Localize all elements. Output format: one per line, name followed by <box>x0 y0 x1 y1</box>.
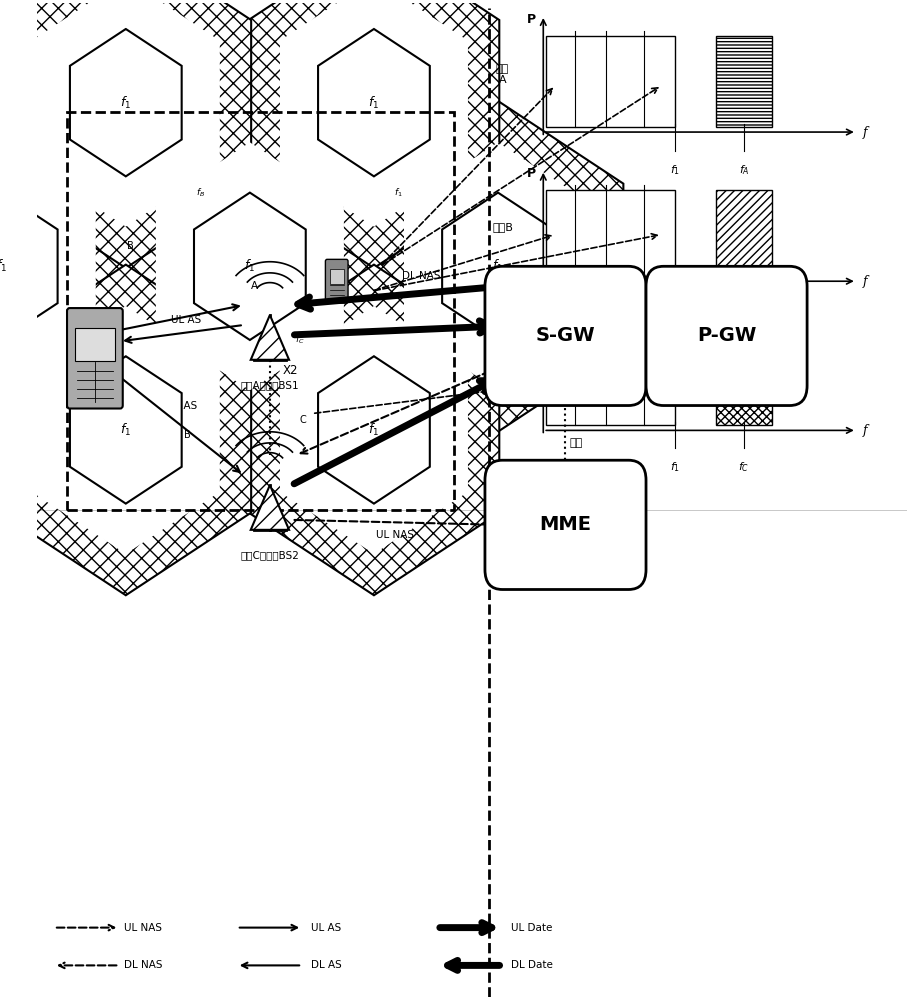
Text: $f_1$: $f_1$ <box>120 95 131 111</box>
Text: 小区A中基站BS1: 小区A中基站BS1 <box>240 380 299 390</box>
FancyBboxPatch shape <box>546 339 675 425</box>
FancyBboxPatch shape <box>646 266 807 406</box>
Polygon shape <box>32 0 220 227</box>
Polygon shape <box>251 485 289 530</box>
Text: UL AS: UL AS <box>311 923 341 933</box>
Text: $f_1$: $f_1$ <box>369 95 379 111</box>
Polygon shape <box>373 101 623 432</box>
FancyBboxPatch shape <box>546 36 675 127</box>
Text: P-GW: P-GW <box>697 326 756 345</box>
Polygon shape <box>248 0 500 268</box>
Text: P: P <box>527 167 536 180</box>
FancyBboxPatch shape <box>485 266 646 406</box>
Text: UL NAS: UL NAS <box>124 923 162 933</box>
Polygon shape <box>156 142 344 390</box>
FancyBboxPatch shape <box>715 339 772 425</box>
Polygon shape <box>0 265 251 595</box>
Text: B: B <box>126 241 134 251</box>
Text: DL Date: DL Date <box>623 281 669 291</box>
Text: $f_1$: $f_1$ <box>244 258 256 274</box>
Text: S5: S5 <box>631 323 643 333</box>
Text: DL AS: DL AS <box>311 960 341 970</box>
Polygon shape <box>404 142 592 390</box>
Polygon shape <box>442 193 554 340</box>
Text: UL AS: UL AS <box>171 315 201 325</box>
Text: $f_A$: $f_A$ <box>739 163 749 177</box>
Text: $f_C$: $f_C$ <box>738 460 750 474</box>
Polygon shape <box>70 356 182 504</box>
Text: S8: S8 <box>649 323 662 333</box>
Text: $f_B$: $f_B$ <box>739 311 749 325</box>
Text: $f_1$: $f_1$ <box>670 311 680 325</box>
Text: 小区C: 小区C <box>492 371 513 381</box>
Text: UL Date: UL Date <box>623 358 668 368</box>
FancyBboxPatch shape <box>715 190 772 276</box>
Text: DL Date: DL Date <box>511 960 553 970</box>
Text: DL NAS: DL NAS <box>401 271 440 281</box>
Polygon shape <box>318 29 430 176</box>
Polygon shape <box>251 315 289 360</box>
Text: S-GW: S-GW <box>536 326 595 345</box>
Text: $f_1$: $f_1$ <box>670 460 680 474</box>
Text: f: f <box>863 424 867 437</box>
Polygon shape <box>318 356 430 504</box>
Text: B: B <box>185 430 191 440</box>
Text: 小区C中基站BS2: 小区C中基站BS2 <box>240 550 299 560</box>
Text: 小区B: 小区B <box>492 222 513 232</box>
FancyBboxPatch shape <box>326 259 348 303</box>
Polygon shape <box>0 0 251 268</box>
Polygon shape <box>70 29 182 176</box>
Text: $f_1$: $f_1$ <box>369 422 379 438</box>
FancyBboxPatch shape <box>75 328 115 361</box>
Text: DL NAS: DL NAS <box>124 960 162 970</box>
Text: $f_1$: $f_1$ <box>492 258 503 274</box>
Text: S11: S11 <box>570 418 590 428</box>
Polygon shape <box>280 306 468 554</box>
FancyBboxPatch shape <box>329 269 344 284</box>
Text: f: f <box>863 126 867 139</box>
Text: $f_C$: $f_C$ <box>295 334 304 346</box>
Polygon shape <box>248 265 500 595</box>
Text: X2: X2 <box>283 364 298 377</box>
Text: $f_B$: $f_B$ <box>196 186 205 199</box>
FancyBboxPatch shape <box>546 190 675 276</box>
Polygon shape <box>0 193 57 340</box>
Text: P: P <box>527 13 536 26</box>
Text: $f_1$: $f_1$ <box>0 258 7 274</box>
Text: f: f <box>863 275 867 288</box>
Text: C: C <box>299 415 307 425</box>
Text: UL NAS: UL NAS <box>376 530 414 540</box>
Polygon shape <box>32 306 220 554</box>
FancyBboxPatch shape <box>485 460 646 589</box>
Text: UL AS: UL AS <box>167 401 197 411</box>
Polygon shape <box>194 193 306 340</box>
Text: $f_1$: $f_1$ <box>670 163 680 177</box>
Text: $f_1$: $f_1$ <box>394 186 403 199</box>
Text: A: A <box>250 281 258 291</box>
Polygon shape <box>280 0 468 227</box>
FancyBboxPatch shape <box>67 308 123 409</box>
Text: P: P <box>527 316 536 329</box>
Polygon shape <box>0 101 127 432</box>
Polygon shape <box>125 101 375 432</box>
Text: MME: MME <box>540 515 592 534</box>
Text: $f_1$: $f_1$ <box>120 422 131 438</box>
FancyBboxPatch shape <box>715 36 772 127</box>
Text: UL Date: UL Date <box>511 923 552 933</box>
Polygon shape <box>0 142 96 390</box>
Text: 锚点: 锚点 <box>570 438 583 448</box>
Text: 小区
A: 小区 A <box>496 64 510 85</box>
